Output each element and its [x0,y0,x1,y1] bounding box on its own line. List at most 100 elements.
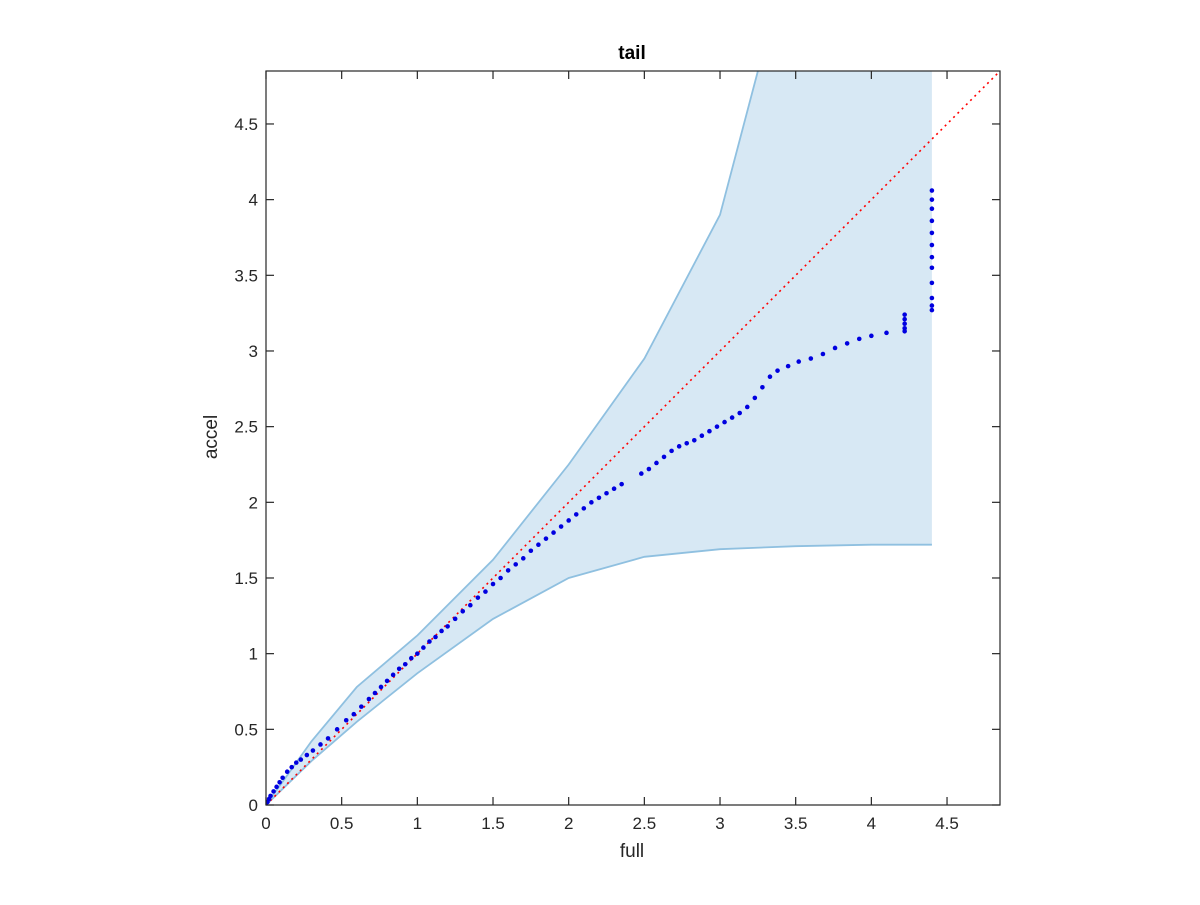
data-point [929,188,935,193]
data-point [402,661,408,667]
data-point [408,655,414,661]
y-tick-label: 2.5 [234,418,258,437]
y-tick-label: 3 [249,342,258,361]
data-point [869,333,874,339]
data-point [536,542,541,547]
data-point [684,440,690,446]
x-tick-label: 2 [564,814,573,833]
data-point [669,448,674,454]
data-point [271,789,276,794]
data-point [929,295,935,301]
data-point [619,481,624,487]
data-point [573,512,579,517]
data-point [452,616,458,622]
data-point [460,608,466,614]
data-point [551,530,556,535]
data-point [490,581,496,587]
data-point [832,345,838,351]
data-point [929,307,935,313]
axes-box [265,70,1001,806]
data-point [351,711,357,717]
y-tick-label: 0 [249,796,258,815]
data-point [274,784,279,790]
y-tick-label: 1 [249,645,258,664]
data-point [714,424,720,429]
data-point [439,628,444,634]
data-point [929,230,935,236]
data-point [528,548,534,554]
x-tick-label: 1 [413,814,422,833]
data-point [796,359,802,364]
data-point [483,589,488,594]
data-point [378,684,384,690]
data-point [427,639,432,644]
data-point [856,336,862,342]
x-axis-label: full [620,841,644,862]
data-point [744,404,750,410]
data-point [372,690,378,696]
plot-clip-group [266,71,1000,805]
data-point [902,316,907,322]
data-point [639,471,644,476]
band-upper-edge [266,71,759,805]
data-point [902,329,907,334]
reference-line [266,71,1000,805]
y-tick-label: 4.5 [234,115,258,134]
data-point [289,764,295,770]
data-point [421,645,426,650]
data-point [390,672,396,678]
data-point [929,218,935,224]
data-point [767,374,773,380]
data-point [433,634,438,640]
data-point [334,727,340,732]
x-tick-label: 3 [715,814,724,833]
data-point [752,395,758,401]
data-point [929,254,935,260]
data-point [498,575,503,581]
data-point [280,775,285,781]
y-tick-label: 3.5 [234,266,258,285]
x-tick-label: 4 [867,814,876,833]
data-point [284,769,290,775]
data-point [661,454,667,460]
data-point [475,595,481,600]
data-point [929,242,935,248]
y-tick-label: 4 [249,191,258,210]
x-tick-label: 0 [261,814,270,833]
data-point [445,624,450,629]
data-point [396,666,402,672]
data-point [808,356,814,361]
data-point [581,506,587,511]
data-point [543,536,549,541]
axes: 0 0.5 1 1.5 2 2.5 3 3.5 4 4.5 0 0.5 1 1.5 2 2.5 3 3.5 4 4.5 [234,70,1001,833]
data-point [654,460,659,466]
data-point [505,568,511,573]
data-point [268,793,273,799]
data-point [929,265,935,271]
data-point [304,752,310,758]
data-point [520,556,526,561]
data-point [277,779,282,785]
data-point [929,197,935,202]
band-lower-edge [266,543,932,805]
data-point [691,437,697,443]
data-point [929,280,935,286]
data-point [596,495,602,501]
data-point [558,524,564,529]
data-point [676,444,682,449]
data-point [844,341,850,346]
data-point [707,428,712,434]
data-point [902,321,907,327]
data-point [902,312,907,317]
data-point [611,486,617,491]
data-point [760,385,765,390]
data-point [343,717,349,723]
x-tick-label: 3.5 [784,814,808,833]
data-point [820,351,826,357]
data-point [366,696,372,702]
chart-title: tail [618,43,645,64]
data-point [318,742,323,747]
data-point [722,419,727,425]
